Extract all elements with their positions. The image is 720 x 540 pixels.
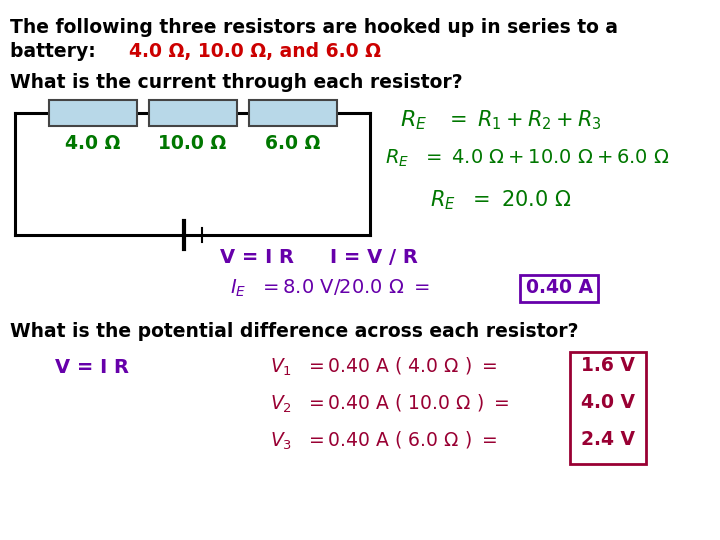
Text: $R_E$  $= \ 4.0\ \Omega + 10.0\ \Omega + 6.0\ \Omega$: $R_E$ $= \ 4.0\ \Omega + 10.0\ \Omega + …: [385, 148, 670, 170]
Text: 0.40 A: 0.40 A: [526, 278, 593, 297]
Text: $R_E$: $R_E$: [400, 108, 427, 132]
Text: $V_2$  $= 0.40\ \mathrm{A} \ ( \ 10.0\ \Omega \ ) \ =$: $V_2$ $= 0.40\ \mathrm{A} \ ( \ 10.0\ \O…: [270, 393, 509, 415]
Text: 4.0 Ω: 4.0 Ω: [65, 134, 120, 153]
Bar: [48, 100, 137, 126]
Text: I = V / R: I = V / R: [330, 248, 418, 267]
Text: 2.4 V: 2.4 V: [581, 430, 635, 449]
Text: $V_3$  $= 0.40\ \mathrm{A} \ ( \ 6.0\ \Omega \ ) \ =$: $V_3$ $= 0.40\ \mathrm{A} \ ( \ 6.0\ \Om…: [270, 430, 497, 453]
Bar: [570, 352, 646, 464]
Text: 10.0 Ω: 10.0 Ω: [158, 134, 227, 153]
Bar: [248, 100, 336, 126]
Text: 1.6 V: 1.6 V: [581, 356, 635, 375]
Text: $= \ R_1 + R_2 + R_3$: $= \ R_1 + R_2 + R_3$: [445, 108, 602, 132]
Text: The following three resistors are hooked up in series to a: The following three resistors are hooked…: [10, 18, 624, 37]
Bar: [148, 100, 236, 126]
Bar: [520, 275, 598, 302]
Text: What is the potential difference across each resistor?: What is the potential difference across …: [10, 322, 578, 341]
Text: 4.0 Ω, 10.0 Ω, and 6.0 Ω: 4.0 Ω, 10.0 Ω, and 6.0 Ω: [129, 42, 381, 61]
Text: $R_E$  $= \ 20.0\ \Omega$: $R_E$ $= \ 20.0\ \Omega$: [430, 188, 572, 212]
Text: What is the current through each resistor?: What is the current through each resisto…: [10, 73, 463, 92]
Text: V = I R: V = I R: [220, 248, 294, 267]
Text: 4.0 V: 4.0 V: [581, 393, 635, 412]
Text: $V_1$  $= 0.40\ \mathrm{A} \ ( \ 4.0\ \Omega \ ) \ =$: $V_1$ $= 0.40\ \mathrm{A} \ ( \ 4.0\ \Om…: [270, 356, 497, 379]
Text: $I_E$  $= 8.0\ \mathrm{V} / 20.0\ \Omega \ =$: $I_E$ $= 8.0\ \mathrm{V} / 20.0\ \Omega …: [230, 278, 430, 299]
Text: battery:: battery:: [10, 42, 102, 61]
Text: V = I R: V = I R: [55, 358, 129, 377]
Text: 6.0 Ω: 6.0 Ω: [265, 134, 320, 153]
